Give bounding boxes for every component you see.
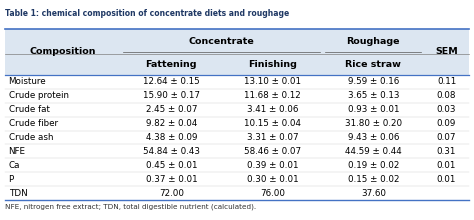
Text: 44.59 ± 0.44: 44.59 ± 0.44 — [345, 147, 401, 156]
Text: Composition: Composition — [29, 47, 96, 56]
Text: 31.80 ± 0.20: 31.80 ± 0.20 — [345, 119, 402, 128]
Text: 0.39 ± 0.01: 0.39 ± 0.01 — [246, 161, 298, 170]
Text: Roughage: Roughage — [346, 37, 400, 46]
Text: TDN: TDN — [9, 189, 27, 198]
Text: 76.00: 76.00 — [260, 189, 285, 198]
Text: 37.60: 37.60 — [361, 189, 386, 198]
Text: NFE: NFE — [9, 147, 26, 156]
Text: Finishing: Finishing — [248, 60, 297, 69]
Text: 0.01: 0.01 — [437, 175, 456, 184]
Text: 72.00: 72.00 — [159, 189, 184, 198]
Text: 0.15 ± 0.02: 0.15 ± 0.02 — [347, 175, 399, 184]
Text: Crude ash: Crude ash — [9, 133, 53, 142]
Text: 0.07: 0.07 — [437, 133, 456, 142]
Text: Table 1: chemical composition of concentrate diets and roughage: Table 1: chemical composition of concent… — [5, 9, 289, 18]
Text: Moisture: Moisture — [9, 77, 46, 86]
Text: 4.38 ± 0.09: 4.38 ± 0.09 — [146, 133, 197, 142]
Text: SEM: SEM — [435, 47, 458, 56]
Text: NFE, nitrogen free extract; TDN, total digestible nutrient (calculated).: NFE, nitrogen free extract; TDN, total d… — [5, 204, 256, 210]
Text: 3.31 ± 0.07: 3.31 ± 0.07 — [246, 133, 298, 142]
Text: Crude fat: Crude fat — [9, 105, 49, 114]
Text: 0.30 ± 0.01: 0.30 ± 0.01 — [246, 175, 298, 184]
Text: 3.41 ± 0.06: 3.41 ± 0.06 — [246, 105, 298, 114]
Text: 58.46 ± 0.07: 58.46 ± 0.07 — [244, 147, 301, 156]
Text: 9.43 ± 0.06: 9.43 ± 0.06 — [347, 133, 399, 142]
Text: Rice straw: Rice straw — [346, 60, 401, 69]
Text: 3.65 ± 0.13: 3.65 ± 0.13 — [347, 91, 399, 100]
Text: 9.59 ± 0.16: 9.59 ± 0.16 — [348, 77, 399, 86]
Text: 0.08: 0.08 — [437, 91, 456, 100]
Text: Ca: Ca — [9, 161, 20, 170]
Text: 0.19 ± 0.02: 0.19 ± 0.02 — [347, 161, 399, 170]
Text: 0.93 ± 0.01: 0.93 ± 0.01 — [347, 105, 399, 114]
Text: Crude fiber: Crude fiber — [9, 119, 58, 128]
Text: 0.03: 0.03 — [437, 105, 456, 114]
Text: 0.01: 0.01 — [437, 161, 456, 170]
Text: P: P — [9, 175, 14, 184]
Text: 0.31: 0.31 — [437, 147, 456, 156]
Text: 54.84 ± 0.43: 54.84 ± 0.43 — [143, 147, 200, 156]
Text: 9.82 ± 0.04: 9.82 ± 0.04 — [146, 119, 197, 128]
Text: 2.45 ± 0.07: 2.45 ± 0.07 — [146, 105, 197, 114]
Text: Crude protein: Crude protein — [9, 91, 69, 100]
Text: 0.11: 0.11 — [437, 77, 456, 86]
Text: 10.15 ± 0.04: 10.15 ± 0.04 — [244, 119, 301, 128]
Text: 13.10 ± 0.01: 13.10 ± 0.01 — [244, 77, 301, 86]
Text: Concentrate: Concentrate — [189, 37, 255, 46]
Text: 0.45 ± 0.01: 0.45 ± 0.01 — [146, 161, 197, 170]
Text: 11.68 ± 0.12: 11.68 ± 0.12 — [244, 91, 301, 100]
Text: Fattening: Fattening — [146, 60, 197, 69]
Text: 0.09: 0.09 — [437, 119, 456, 128]
Text: 15.90 ± 0.17: 15.90 ± 0.17 — [143, 91, 200, 100]
Text: 0.37 ± 0.01: 0.37 ± 0.01 — [146, 175, 197, 184]
Text: 12.64 ± 0.15: 12.64 ± 0.15 — [143, 77, 200, 86]
